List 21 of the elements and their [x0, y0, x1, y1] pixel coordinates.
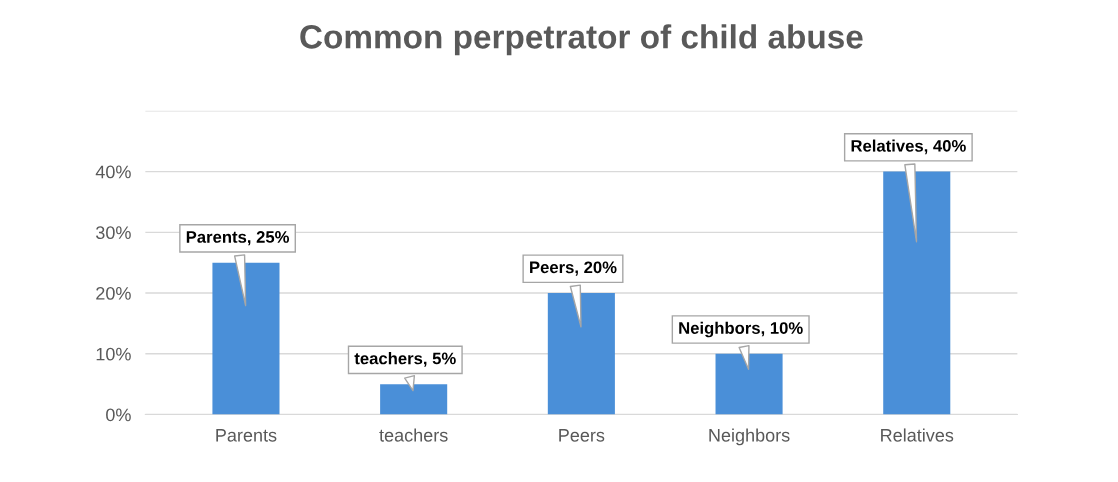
x-tick-label: Neighbors [709, 428, 790, 446]
bar [883, 171, 951, 415]
data-label: Peers, 20% [530, 261, 617, 276]
bar [380, 384, 448, 415]
y-tick-label: 30% [96, 226, 131, 240]
x-tick-label: Peers [559, 429, 605, 442]
y-tick-label: 40% [95, 165, 131, 179]
bar [547, 293, 615, 415]
x-tick-label: Relatives [881, 428, 954, 442]
data-label: teachers, 5% [354, 352, 456, 367]
y-tick-label: 0% [106, 408, 131, 422]
y-tick-label: 10% [96, 347, 131, 361]
x-tick-label: Parents [216, 429, 277, 442]
data-label: Parents, 25% [186, 231, 290, 246]
x-tick-label: teachers [379, 428, 448, 442]
data-label: Neighbors, 10% [679, 321, 803, 338]
y-tick-label: 20% [96, 286, 131, 300]
chart-title: Common perpetrator of child abuse [300, 24, 863, 56]
data-label: Relatives, 40% [851, 139, 966, 155]
bar [715, 353, 783, 415]
bar [212, 262, 280, 415]
